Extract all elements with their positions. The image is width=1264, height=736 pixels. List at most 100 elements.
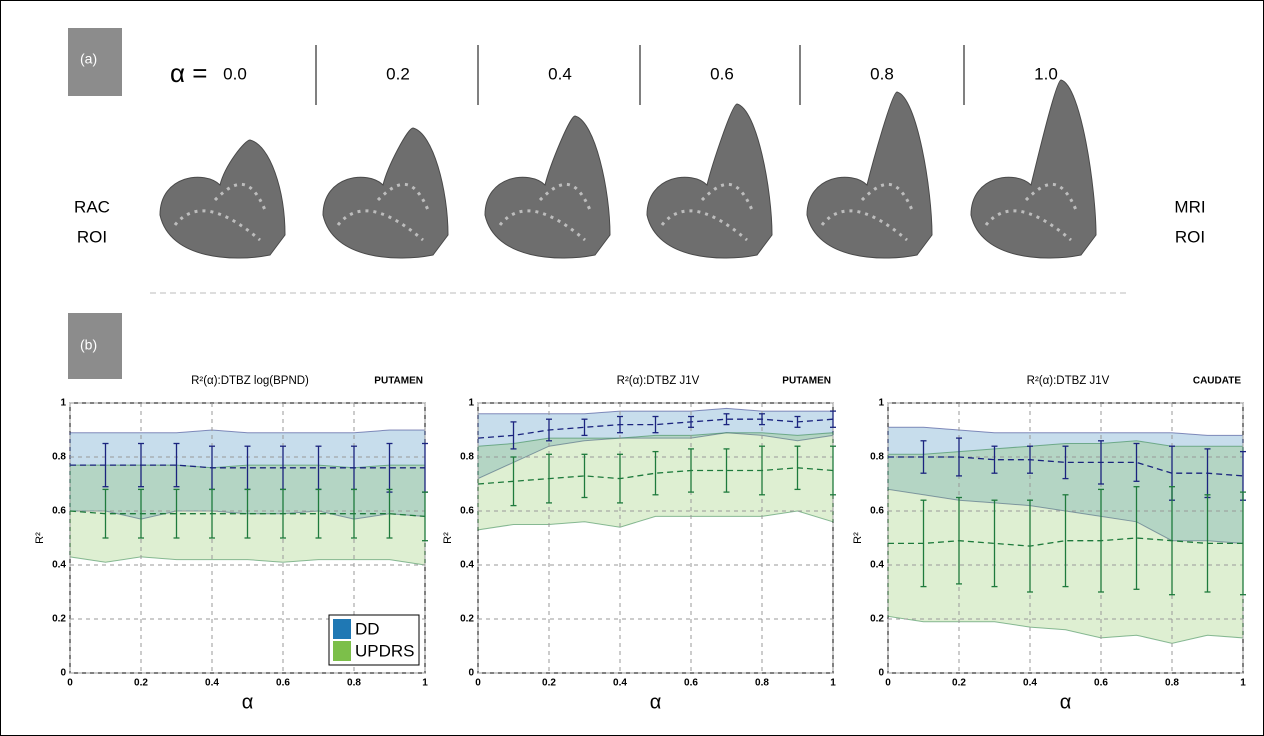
error-bar <box>510 421 517 450</box>
error-bar <box>723 448 730 493</box>
error-bar <box>1027 445 1033 474</box>
error-bar <box>209 488 215 539</box>
panel-label: (a) <box>80 51 97 67</box>
x-tick-label: 0.8 <box>347 678 361 689</box>
y-tick-label: 0.2 <box>870 614 884 625</box>
x-tick-label: 1 <box>1240 678 1246 689</box>
panel-tag <box>68 28 122 96</box>
error-bar <box>723 413 730 426</box>
alpha-label: 1.0 <box>1034 64 1058 83</box>
region-label: PUTAMEN <box>782 376 831 387</box>
y-axis-label: R² <box>34 532 46 544</box>
error-bar <box>1204 494 1211 593</box>
error-bar <box>1062 494 1069 588</box>
x-tick-label: 0.8 <box>755 678 769 689</box>
y-tick-label: 0.8 <box>460 452 474 463</box>
legend-swatch <box>333 641 351 661</box>
roi-shape <box>806 91 933 259</box>
x-tick-label: 0 <box>885 678 891 689</box>
y-axis-label: R² <box>852 532 864 544</box>
error-bar <box>1169 486 1175 596</box>
error-bar <box>759 445 765 496</box>
error-bar <box>102 488 109 539</box>
legend-label: UPDRS <box>355 641 415 660</box>
error-bar <box>617 415 623 434</box>
y-tick-label: 0.8 <box>870 452 884 463</box>
error-bar <box>315 488 322 539</box>
region-label: CAUDATE <box>1193 376 1241 387</box>
roi-highlight <box>660 182 754 242</box>
chart-title: R²(α):DTBZ log(BPND) <box>191 375 309 387</box>
error-bar <box>138 488 144 539</box>
alpha-label: 0.6 <box>710 64 734 83</box>
x-tick-label: 0.4 <box>1023 678 1037 689</box>
region-label: PUTAMEN <box>374 376 423 387</box>
error-bar <box>173 442 180 488</box>
y-tick-label: 1 <box>878 398 884 409</box>
chart-title: R²(α):DTBZ J1V <box>617 375 700 387</box>
error-bar <box>759 413 765 426</box>
y-axis-label: R² <box>442 532 454 544</box>
error-bar <box>280 488 286 539</box>
chart-title: R²(α):DTBZ J1V <box>1027 375 1110 387</box>
x-tick-label: 1 <box>422 678 428 689</box>
side-label: ROI <box>1175 227 1205 246</box>
alpha-label: 0.8 <box>870 64 894 83</box>
y-tick-label: 0.2 <box>52 614 66 625</box>
x-tick-label: 0 <box>67 678 73 689</box>
error-bar <box>422 491 428 542</box>
y-tick-label: 1 <box>468 398 474 409</box>
y-tick-label: 1 <box>60 398 66 409</box>
y-tick-label: 0 <box>468 668 474 679</box>
error-bar <box>546 418 552 442</box>
panel-label: (b) <box>80 337 97 353</box>
error-bar <box>1133 442 1140 482</box>
y-tick-label: 0.6 <box>870 506 884 517</box>
error-bar <box>794 445 801 491</box>
alpha-label: 0.2 <box>386 64 410 83</box>
error-bar <box>830 410 836 428</box>
side-label: ROI <box>77 227 107 246</box>
side-label: RAC <box>74 197 110 216</box>
roi-shape <box>484 115 611 259</box>
y-tick-label: 0.2 <box>460 614 474 625</box>
y-tick-label: 0.6 <box>52 506 66 517</box>
error-bar <box>546 453 552 504</box>
x-tick-label: 0 <box>475 678 481 689</box>
error-bar <box>688 415 694 428</box>
error-bar <box>351 488 357 539</box>
x-axis-label: α <box>242 691 254 713</box>
alpha-prefix: α = <box>170 58 207 88</box>
error-bar <box>830 445 836 496</box>
error-bar <box>1240 491 1246 596</box>
y-tick-label: 0.4 <box>870 560 884 571</box>
error-bar <box>956 437 962 477</box>
x-tick-label: 0.6 <box>276 678 290 689</box>
roi-shape <box>159 139 286 259</box>
error-bar <box>244 488 251 539</box>
error-bar <box>1133 486 1140 590</box>
x-tick-label: 0.2 <box>134 678 148 689</box>
y-tick-label: 0.4 <box>460 560 474 571</box>
error-bar <box>1098 488 1104 593</box>
error-bar <box>920 440 927 474</box>
roi-highlight <box>984 182 1078 242</box>
error-bar <box>617 453 623 504</box>
error-bar <box>652 415 659 434</box>
error-bar <box>920 499 927 588</box>
x-tick-label: 0.6 <box>1094 678 1108 689</box>
mean-line <box>69 510 426 518</box>
mean-line <box>70 464 425 469</box>
panel-tag <box>68 313 122 379</box>
x-axis-label: α <box>650 691 662 713</box>
roi-shape <box>646 103 773 259</box>
side-label: MRI <box>1174 197 1205 216</box>
y-tick-label: 0.8 <box>52 452 66 463</box>
x-tick-label: 0.2 <box>952 678 966 689</box>
error-bar <box>386 488 393 539</box>
alpha-label: 0.4 <box>548 64 572 83</box>
error-bar <box>1098 440 1104 485</box>
roi-highlight <box>498 182 592 242</box>
roi-highlight <box>336 182 430 242</box>
